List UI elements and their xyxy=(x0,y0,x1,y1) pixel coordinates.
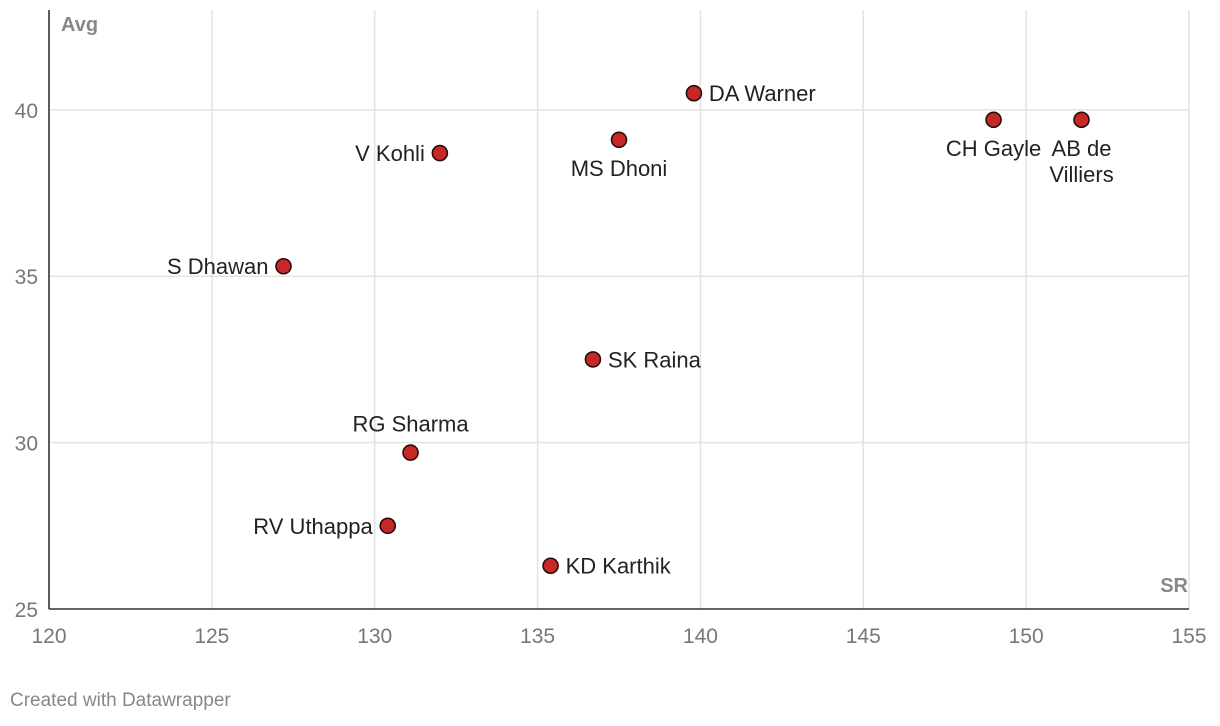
x-tick-label: 130 xyxy=(357,625,392,648)
y-tick-label: 25 xyxy=(15,599,38,622)
x-tick-label: 150 xyxy=(1009,625,1044,648)
point-label: SK Raina xyxy=(608,347,702,372)
point-label: RG Sharma xyxy=(352,412,469,437)
point-label: RV Uthappa xyxy=(253,514,373,539)
x-tick-label: 125 xyxy=(194,625,229,648)
data-point xyxy=(685,84,703,102)
point-label: V Kohli xyxy=(355,141,425,166)
point-label: S Dhawan xyxy=(167,254,269,279)
data-point xyxy=(542,557,559,575)
data-point xyxy=(1073,111,1090,129)
data-point xyxy=(275,257,292,275)
data-point xyxy=(379,517,397,535)
gridlines xyxy=(49,10,1190,609)
point-label: AB de Villiers xyxy=(1049,136,1113,187)
x-tick-label: 145 xyxy=(846,625,881,648)
point-label: KD Karthik xyxy=(566,554,672,579)
data-point xyxy=(985,111,1002,129)
y-tick-label: 30 xyxy=(15,433,38,456)
point-label: MS Dhoni xyxy=(571,156,668,181)
axes xyxy=(48,10,1189,610)
x-tick-label: 120 xyxy=(31,625,66,648)
x-tick-label: 155 xyxy=(1171,625,1206,648)
x-tick-label: 140 xyxy=(683,625,718,648)
data-points xyxy=(275,84,1090,575)
x-tick-label: 135 xyxy=(520,625,555,648)
y-tick-label: 40 xyxy=(15,100,38,123)
data-point xyxy=(402,444,419,461)
y-axis-title: Avg xyxy=(61,14,98,36)
x-axis-title: SR xyxy=(1160,575,1188,597)
data-point xyxy=(431,144,449,162)
tick-labels: 120 125 130 135 140 145 150 155 25 30 35 40 xyxy=(15,100,1207,648)
point-label: CH Gayle xyxy=(946,136,1041,161)
point-labels: DA Warner CH Gayle AB de Villiers MS Dhoni V … xyxy=(167,81,1114,579)
data-point xyxy=(610,131,628,149)
point-label: DA Warner xyxy=(709,81,816,106)
footer-credit: Created with Datawrapper xyxy=(10,690,231,711)
y-tick-label: 35 xyxy=(15,266,38,289)
data-point xyxy=(584,351,602,368)
